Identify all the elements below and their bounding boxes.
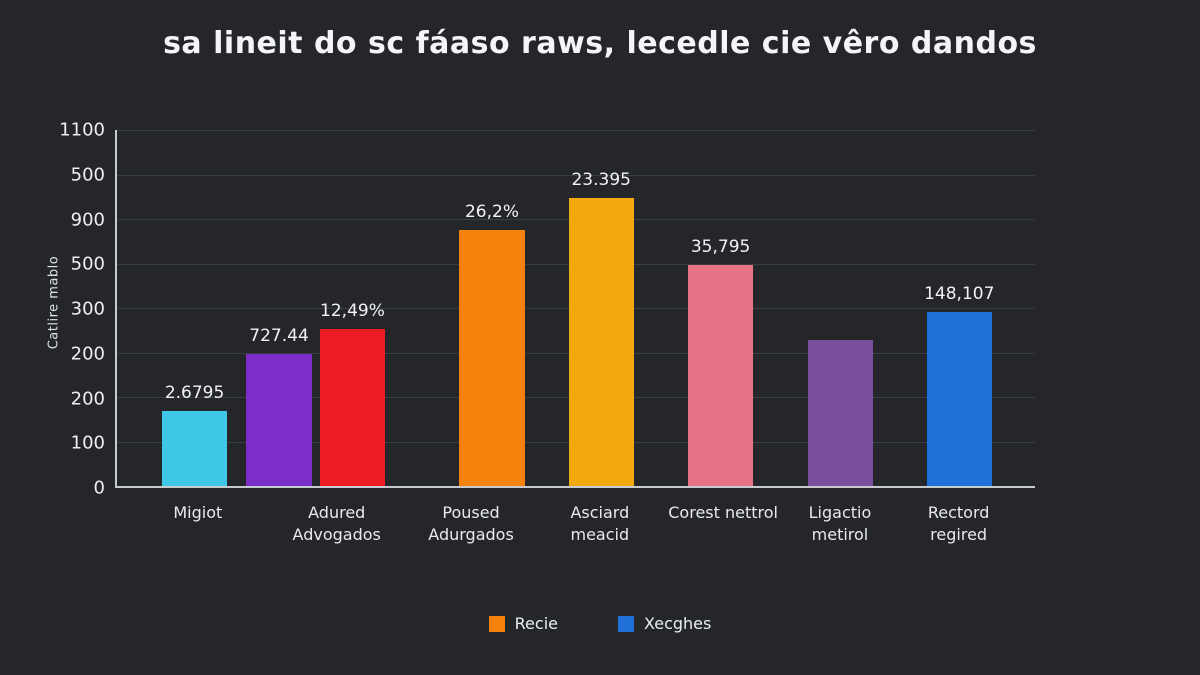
bar [568, 197, 634, 486]
bar [926, 311, 992, 486]
bar-value-label: 26,2% [464, 201, 520, 222]
y-tick-label: 500 [70, 164, 105, 186]
bar-value-label: 727.44 [249, 326, 309, 347]
y-tick-label: 900 [70, 209, 105, 230]
category-label: Poused Adurgados [428, 503, 514, 544]
legend-label: Recie [514, 614, 558, 633]
y-tick-label: 300 [70, 298, 105, 320]
y-tick-label: 100 [70, 432, 105, 454]
category-label: Migiot [173, 503, 223, 522]
y-tick-label: 200 [70, 343, 105, 365]
y-axis-ticks: 1100 500 900 500 300 200 200 100 0 [0, 120, 105, 499]
legend-label: Xecghes [643, 614, 712, 633]
y-tick-label: 200 [70, 388, 105, 409]
bar-value-label: 148,107 [924, 283, 995, 304]
y-axis-title: Catlire mablo [46, 255, 62, 350]
x-axis-categories: Migiot Adured Advogados Poused Adurgados As… [115, 502, 1035, 562]
legend-item: Recie [488, 614, 558, 633]
bar [459, 229, 525, 486]
bar [246, 354, 312, 486]
bar-value-label: 23.395 [571, 169, 631, 190]
bar [161, 411, 228, 486]
legend-item: Xecghes [617, 614, 712, 633]
legend: Recie Xecghes [0, 614, 1200, 633]
gridline [117, 130, 1035, 131]
category-label: Adured Advogados [292, 503, 381, 544]
chart-title: sa lineit do sc fáaso raws, lecedle cie … [163, 26, 1037, 61]
bar-value-label: 35,795 [690, 237, 751, 258]
legend-swatch [617, 615, 634, 632]
bar [319, 329, 386, 486]
plot-area: 2.6795 727.44 12,49% 26,2% 23.395 35,795 148,1… [115, 130, 1035, 488]
bar-value-label: 2.6795 [164, 383, 225, 404]
category-label: Asciard meacid [570, 503, 630, 544]
category-label: Corest nettrol [668, 503, 778, 522]
bar [687, 265, 754, 486]
y-tick-label: 500 [70, 253, 105, 275]
bar [808, 340, 874, 486]
gridline [117, 174, 1035, 176]
y-tick-label: 0 [93, 477, 105, 499]
legend-swatch [488, 615, 505, 632]
category-label: Ligactio metirol [808, 503, 872, 544]
bar-value-label: 12,49% [320, 301, 385, 322]
y-tick-label: 1100 [59, 119, 105, 141]
category-label: Rectord regired [927, 503, 990, 544]
